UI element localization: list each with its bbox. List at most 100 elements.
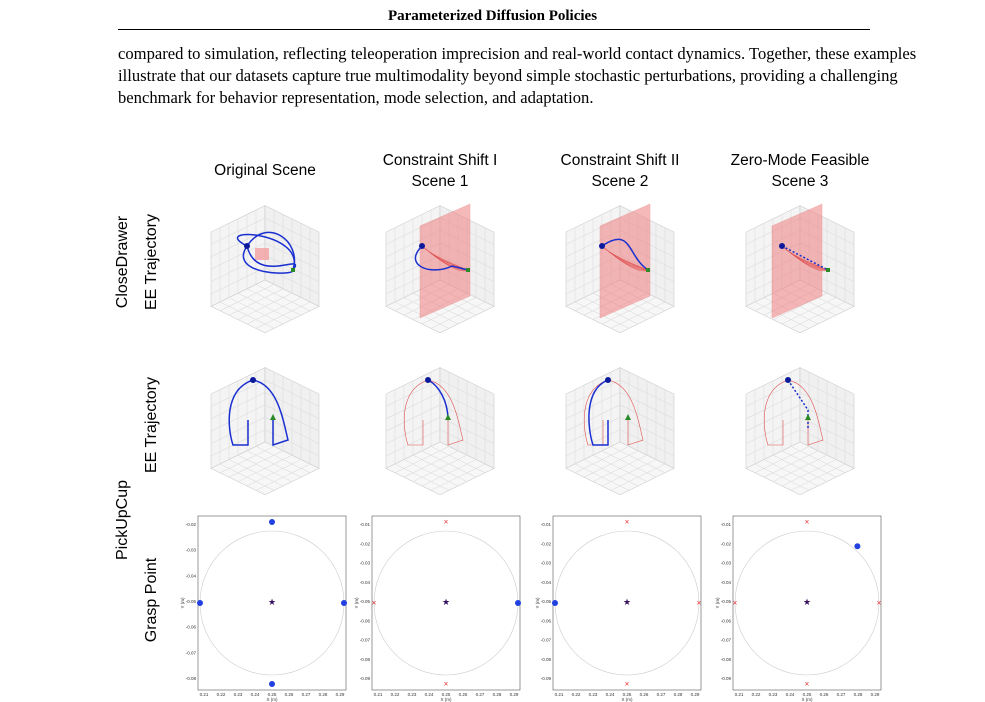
y-tick-label: -0.08 xyxy=(541,657,552,662)
grid-line xyxy=(210,379,266,407)
start-point xyxy=(419,243,425,249)
grid-line xyxy=(610,301,666,329)
running-header: Parameterized Diffusion Policies xyxy=(387,8,598,24)
header-rule xyxy=(118,29,870,30)
y-tick-label: -0.02 xyxy=(541,541,552,546)
infeasible-grasp: × xyxy=(877,599,882,608)
grid-line xyxy=(430,463,486,491)
x-tick-label: 0.29 xyxy=(336,692,345,697)
start-point xyxy=(779,243,785,249)
goal xyxy=(625,414,631,420)
trajectory xyxy=(763,379,789,446)
y-tick-label: -0.03 xyxy=(721,561,732,566)
trajectory xyxy=(601,238,649,271)
text-line: compared to simulation, reflecting teleo… xyxy=(118,44,917,63)
y-tick-label: -0.01 xyxy=(721,522,732,527)
y-tick-label: -0.07 xyxy=(721,638,732,643)
trajectory xyxy=(427,379,464,446)
goal xyxy=(826,268,830,272)
x-tick-label: 0.25 xyxy=(803,692,812,697)
center-star: ★ xyxy=(623,597,631,607)
grid-line xyxy=(799,379,855,407)
grid-line xyxy=(210,217,266,245)
infeasible-grasp: × xyxy=(625,518,630,527)
grasp-point xyxy=(854,543,861,550)
start-point xyxy=(244,243,250,249)
candidate xyxy=(601,245,649,272)
trajectory xyxy=(607,379,644,446)
y-tick-label: -0.07 xyxy=(360,638,371,643)
row-label: EE Trajectory xyxy=(143,214,160,310)
y-tick-label: -0.02 xyxy=(721,541,732,546)
infeasible-grasp: × xyxy=(625,680,630,689)
y-tick-label: -0.05 xyxy=(541,599,552,604)
x-tick-label: 0.24 xyxy=(425,692,434,697)
grasp-circle xyxy=(734,530,880,676)
candidate xyxy=(781,245,829,272)
text-line: illustrate that our datasets capture tru… xyxy=(118,66,898,85)
center-star: ★ xyxy=(803,597,811,607)
y-axis-label: Y (m) xyxy=(535,597,540,608)
x-tick-label: 0.24 xyxy=(251,692,260,697)
grid-line xyxy=(790,463,846,491)
x-tick-label: 0.29 xyxy=(510,692,519,697)
y-axis-label: Y (m) xyxy=(180,597,185,608)
x-tick-label: 0.27 xyxy=(657,692,666,697)
plot-area xyxy=(197,515,347,691)
start-point xyxy=(605,377,611,383)
trajectory xyxy=(588,379,609,446)
grid-line xyxy=(264,379,320,407)
y-tick-label: -0.05 xyxy=(360,599,371,604)
trajectory xyxy=(228,379,254,446)
x-tick-label: 0.23 xyxy=(234,692,243,697)
goal xyxy=(270,414,276,420)
x-tick-label: 0.22 xyxy=(752,692,761,697)
trajectory xyxy=(236,233,296,271)
x-tick-label: 0.29 xyxy=(871,692,880,697)
y-tick-label: -0.04 xyxy=(541,580,552,585)
goal xyxy=(805,414,811,420)
y-tick-label: -0.08 xyxy=(360,657,371,662)
y-tick-label: -0.04 xyxy=(360,580,371,585)
trajectory xyxy=(246,245,296,271)
y-axis-label: Y (m) xyxy=(354,597,359,608)
trajectory xyxy=(583,379,609,446)
row-label: Grasp Point xyxy=(143,557,160,642)
infeasible-grasp: × xyxy=(372,599,377,608)
x-tick-label: 0.26 xyxy=(285,692,294,697)
trajectory xyxy=(787,379,809,430)
grasp-point xyxy=(269,681,275,687)
x-tick-label: 0.28 xyxy=(319,692,328,697)
column-header: Constraint Shift II xyxy=(561,152,680,169)
y-tick-label: -0.07 xyxy=(541,638,552,643)
grid-line xyxy=(255,301,311,329)
x-tick-label: 0.28 xyxy=(674,692,683,697)
y-tick-label: -0.03 xyxy=(541,561,552,566)
y-tick-label: -0.08 xyxy=(186,676,197,681)
x-tick-label: 0.25 xyxy=(623,692,632,697)
goal xyxy=(466,268,470,272)
grid-line xyxy=(790,301,846,329)
column-header: Scene 1 xyxy=(412,173,469,190)
grid-line xyxy=(264,217,320,245)
y-axis-label: Y (m) xyxy=(715,597,720,608)
y-tick-label: -0.07 xyxy=(186,650,197,655)
y-tick-label: -0.01 xyxy=(541,522,552,527)
y-tick-label: -0.04 xyxy=(186,573,197,578)
grasp-point xyxy=(197,600,203,606)
x-tick-label: 0.22 xyxy=(217,692,226,697)
paragraph: compared to simulation, reflecting teleo… xyxy=(118,43,917,109)
grasp-point xyxy=(552,600,558,606)
y-tick-label: -0.09 xyxy=(721,676,732,681)
start-point xyxy=(425,377,431,383)
infeasible-grasp: × xyxy=(805,680,810,689)
y-tick-label: -0.09 xyxy=(541,676,552,681)
x-tick-label: 0.21 xyxy=(735,692,744,697)
x-tick-label: 0.22 xyxy=(391,692,400,697)
grid-line xyxy=(610,463,666,491)
grasp-point xyxy=(269,519,275,525)
x-tick-label: 0.23 xyxy=(769,692,778,697)
y-tick-label: -0.03 xyxy=(360,561,371,566)
drawer xyxy=(255,248,269,260)
x-tick-label: 0.24 xyxy=(786,692,795,697)
